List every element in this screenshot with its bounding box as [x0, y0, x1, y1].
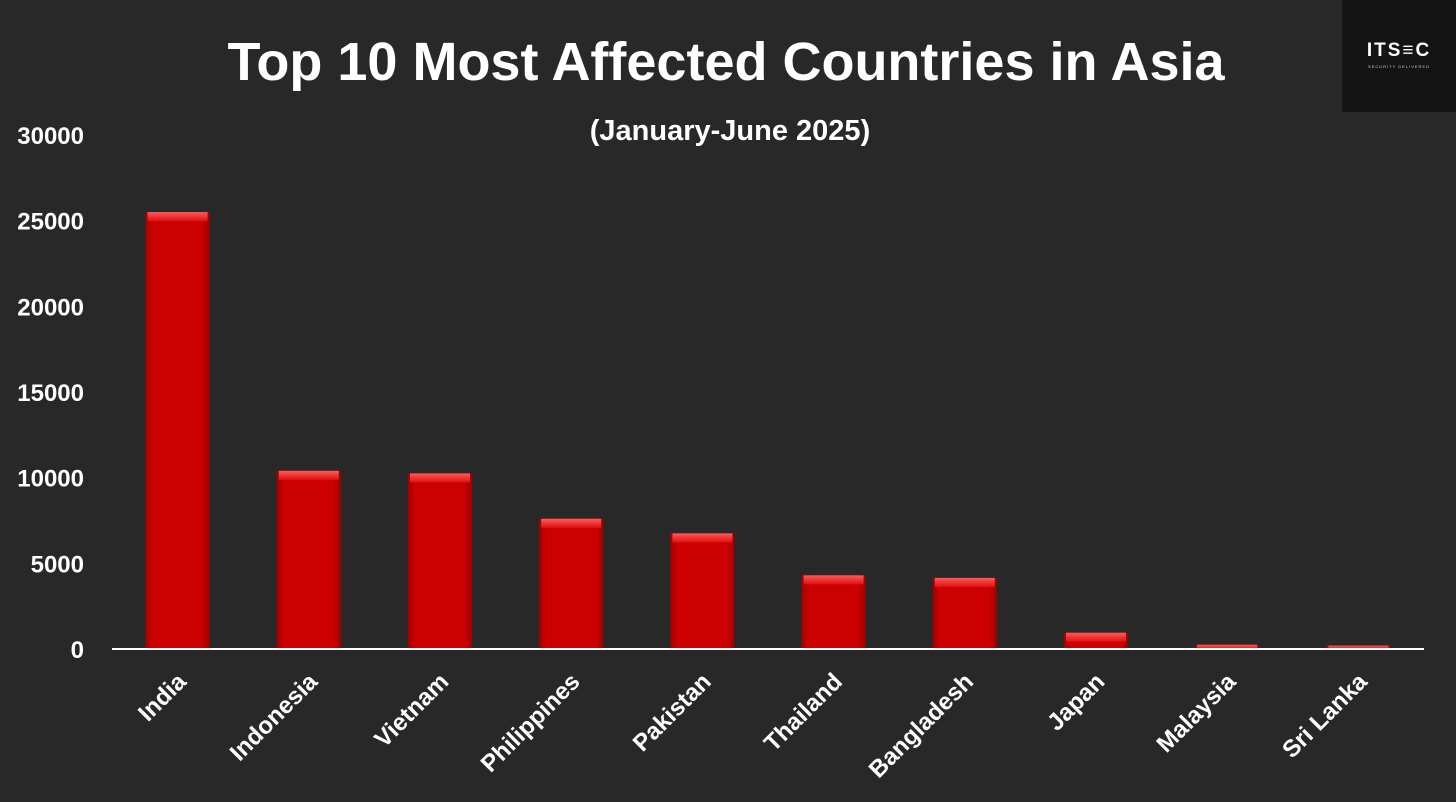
- x-tick-label: Philippines: [476, 668, 586, 778]
- y-tick-label: 15000: [17, 380, 84, 407]
- y-tick-label: 25000: [17, 209, 84, 236]
- bar-bevel: [672, 533, 733, 543]
- bar-bevel: [410, 473, 470, 483]
- bar: [145, 212, 210, 649]
- bar: [932, 577, 997, 649]
- bar: [1326, 645, 1391, 649]
- bar-bevel: [1066, 632, 1126, 642]
- y-axis-tick-labels: 0 5000 10000 15000 20000 25000 30000: [17, 123, 84, 664]
- x-tick-label: Pakistan: [628, 668, 717, 757]
- x-tick-label: Thailand: [759, 668, 848, 757]
- bar: [408, 473, 472, 649]
- x-tick-label: Japan: [1042, 668, 1110, 736]
- y-tick-label: 5000: [31, 551, 84, 578]
- bar-body: [670, 533, 735, 649]
- bar-series: [145, 212, 1391, 649]
- bar-bevel: [803, 575, 864, 585]
- y-tick-label: 20000: [17, 294, 84, 321]
- bar: [670, 533, 735, 649]
- bar: [276, 470, 341, 649]
- logo-tagline: SECURITY DELIVERED: [1368, 64, 1430, 69]
- chart-title: Top 10 Most Affected Countries in Asia: [227, 32, 1225, 92]
- bar: [539, 518, 604, 649]
- logo-wordmark: ITS≡C: [1366, 40, 1432, 61]
- bar: [801, 575, 866, 649]
- bar-bevel: [278, 470, 339, 480]
- chart-subtitle: (January-June 2025): [590, 115, 870, 147]
- x-tick-label: India: [133, 668, 192, 727]
- bar-body: [932, 577, 997, 649]
- x-tick-label: Vietnam: [369, 668, 454, 753]
- x-tick-label: Malaysia: [1152, 668, 1242, 758]
- bar: [1195, 644, 1260, 649]
- bar-bevel: [1197, 644, 1258, 649]
- bar-body: [276, 470, 341, 649]
- x-tick-label: Indonesia: [225, 668, 324, 767]
- bar-body: [539, 518, 604, 649]
- x-axis-tick-labels: India Indonesia Vietnam Philippines Pakistan…: [133, 668, 1373, 784]
- x-tick-label: Sri Lanka: [1277, 668, 1373, 764]
- bar-bevel: [934, 577, 995, 587]
- x-tick-label: Bangladesh: [864, 668, 979, 783]
- y-tick-label: 10000: [17, 466, 84, 493]
- bar-bevel: [541, 518, 602, 528]
- bar: [1064, 632, 1128, 649]
- itsec-logo: ITS≡C SECURITY DELIVERED: [1342, 0, 1456, 112]
- bar-body: [145, 212, 210, 649]
- bar-body: [801, 575, 866, 649]
- bar-bevel: [147, 212, 208, 222]
- y-tick-label: 0: [71, 637, 84, 664]
- bar-body: [408, 473, 472, 649]
- bar-bevel: [1328, 645, 1389, 649]
- y-tick-label: 30000: [17, 123, 84, 150]
